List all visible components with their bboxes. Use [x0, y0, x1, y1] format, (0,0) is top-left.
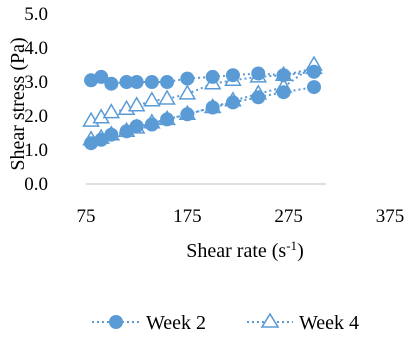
x-tick-labels: 75 175 275 375	[77, 206, 404, 227]
legend-item-week-4: Week 4	[247, 312, 359, 334]
data-point-week-4	[102, 103, 121, 119]
y-axis-title: Shear stress (Pa)	[7, 37, 29, 170]
data-point-week-4	[127, 96, 146, 112]
data-point-week-2	[94, 69, 109, 84]
series-markers	[82, 55, 323, 151]
data-point-week-2	[104, 127, 119, 142]
data-point-week-2	[129, 75, 144, 89]
x-axis-title-suffix: )	[297, 240, 304, 262]
x-tick-label: 375	[376, 206, 404, 227]
data-point-week-2	[251, 90, 266, 105]
data-point-week-2	[129, 119, 144, 134]
data-point-week-2	[119, 75, 134, 89]
y-tick-label: 3.0	[24, 72, 48, 93]
data-point-week-2	[180, 107, 195, 122]
x-tick-label: 175	[173, 206, 202, 227]
x-axis-title: Shear rate (s-1)	[186, 238, 303, 262]
data-point-week-2	[205, 100, 220, 115]
data-point-week-2	[307, 64, 321, 79]
data-point-week-2	[160, 75, 175, 89]
x-tick-label: 275	[274, 206, 303, 227]
data-point-week-2	[307, 80, 321, 95]
y-tick-label: 4.0	[24, 38, 48, 59]
data-point-week-2	[225, 68, 240, 83]
x-tick-label: 75	[77, 206, 96, 227]
data-point-week-2	[144, 117, 159, 132]
legend-label-week-4: Week 4	[299, 312, 359, 334]
data-point-week-2	[144, 75, 159, 89]
legend-item-week-2: Week 2	[92, 312, 206, 334]
data-point-week-2	[225, 95, 240, 110]
y-tick-label: 0.0	[24, 174, 48, 195]
data-point-week-2	[160, 112, 175, 127]
data-point-week-2	[276, 85, 291, 100]
data-point-week-4	[178, 84, 197, 100]
x-axis-title-superscript: -1	[286, 238, 297, 253]
data-point-week-2	[180, 71, 195, 86]
y-tick-labels: 0.0 1.0 2.0 3.0 4.0 5.0	[24, 4, 48, 195]
data-point-week-2	[205, 69, 220, 84]
x-axis-title-main: Shear rate (s	[186, 240, 286, 262]
y-tick-label: 5.0	[24, 4, 48, 25]
legend: Week 2 Week 4	[92, 312, 359, 334]
legend-marker-week-2	[109, 315, 123, 329]
data-point-week-4	[158, 89, 176, 105]
data-point-week-4	[143, 91, 161, 107]
y-tick-label: 1.0	[24, 140, 48, 161]
data-point-week-2	[104, 76, 119, 91]
y-tick-label: 2.0	[24, 106, 48, 127]
legend-marker-week-4	[260, 312, 280, 328]
data-point-week-2	[276, 68, 291, 83]
legend-label-week-2: Week 2	[146, 312, 206, 334]
data-point-week-2	[251, 66, 266, 81]
